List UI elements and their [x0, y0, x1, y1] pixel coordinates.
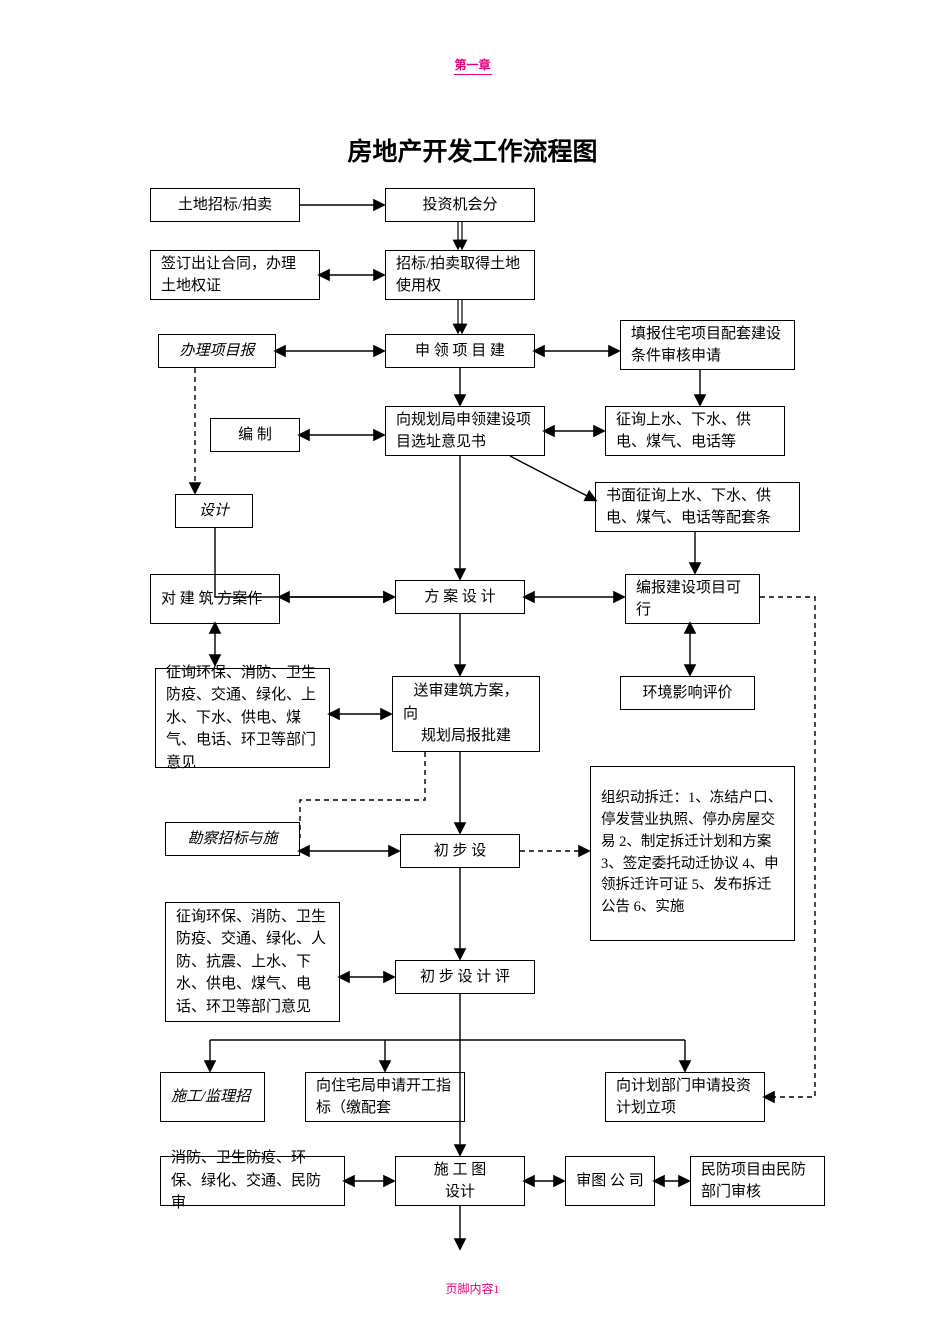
node-sign-contract: 签订出让合同，办理土地权证 [150, 250, 320, 300]
page-header: 第一章 [0, 56, 945, 73]
node-land-bidding: 土地招标/拍卖 [150, 188, 300, 222]
page-title: 房地产开发工作流程图 [0, 132, 945, 168]
node-commence-permit: 向住宅局申请开工指标（缴配套 [305, 1072, 465, 1122]
node-written-inquiry: 书面征询上水、下水、供电、煤气、电话等配套条 [595, 482, 800, 532]
node-dept-review: 消防、卫生防疫、环保、绿化、交通、民防审 [160, 1156, 345, 1206]
node-arch-scheme-work: 对 建 筑 方案作 [150, 574, 280, 624]
cd-line1: 施 工 图 [434, 1159, 487, 1182]
node-construction-bidding: 施工/监理招 [160, 1072, 265, 1122]
node-residential-config: 填报住宅项目配套建设条件审核申请 [620, 320, 795, 370]
submit-line3: 规划局报批建 [403, 725, 529, 748]
node-project-report: 办理项目报 [158, 334, 276, 368]
node-apply-project: 申 领 项 目 建 [385, 334, 535, 368]
footer-label: 页脚内容 [445, 1282, 493, 1296]
node-planning-bureau: 向规划局申领建设项目选址意见书 [385, 406, 545, 456]
node-dept-inquiry-2: 征询环保、消防、卫生防疫、交通、绿化、人防、抗震、上水、下水、供电、煤气、电话、… [165, 902, 340, 1022]
page: 第一章 房地产开发工作流程图 土地招标/拍卖 投资机会分 签订出让合同，办理土地… [0, 0, 945, 1337]
node-acquire-land: 招标/拍卖取得土地使用权 [385, 250, 535, 300]
node-dept-inquiry-1: 征询环保、消防、卫生防疫、交通、绿化、上水、下水、供电、煤气、电话、环卫等部门意… [155, 668, 330, 768]
node-inquiry-utilities: 征询上水、下水、供电、煤气、电话等 [605, 406, 785, 456]
submit-line1: 送审建筑方案， [403, 680, 529, 703]
node-feasibility: 编报建设项目可行 [625, 574, 760, 624]
page-footer: 页脚内容1 [0, 1280, 945, 1297]
node-construction-drawing: 施 工 图 设计 [395, 1156, 525, 1206]
node-env-impact: 环境影响评价 [620, 676, 755, 710]
header-underline [454, 74, 492, 75]
node-submit-scheme: 送审建筑方案， 向 规划局报批建 [392, 676, 540, 752]
cd-line2: 设计 [434, 1181, 487, 1204]
node-prelim-review: 初 步 设 计 评 [395, 960, 535, 994]
node-scheme-design: 方 案 设 计 [395, 580, 525, 614]
node-investment-plan: 向计划部门申请投资计划立项 [605, 1072, 765, 1122]
node-design: 设计 [175, 494, 253, 528]
node-civil-defense: 民防项目由民防部门审核 [690, 1156, 825, 1206]
node-review-company: 审图 公 司 [565, 1156, 655, 1206]
node-prelim-design: 初 步 设 [400, 834, 520, 868]
node-investment: 投资机会分 [385, 188, 535, 222]
submit-line2: 向 [403, 703, 529, 726]
node-survey-bidding: 勘察招标与施 [165, 822, 300, 856]
footer-number: 1 [494, 1282, 500, 1296]
node-compile: 编 制 [210, 418, 300, 452]
node-demolition: 组织动拆迁：1、冻结户口、停发营业执照、停办房屋交易 2、制定拆迁计划和方案 3… [590, 766, 795, 941]
